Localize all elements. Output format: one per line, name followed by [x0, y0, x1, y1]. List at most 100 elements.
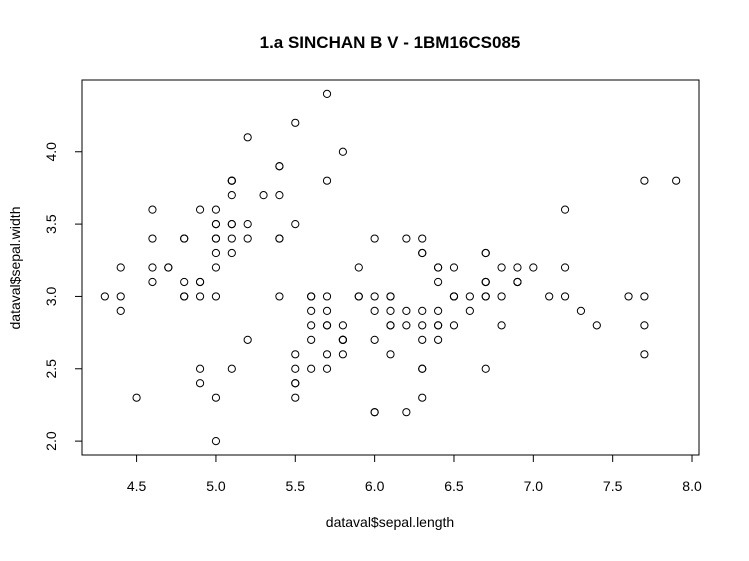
data-point	[640, 321, 649, 330]
data-point	[592, 321, 601, 330]
data-point	[211, 234, 221, 243]
data-point	[211, 219, 221, 229]
x-tick-label: 4.5	[127, 478, 147, 494]
data-point	[386, 292, 395, 301]
data-point	[497, 321, 506, 330]
data-point	[275, 191, 284, 200]
data-point	[307, 292, 316, 301]
data-point	[180, 292, 189, 301]
data-point	[291, 350, 300, 359]
data-point	[418, 393, 427, 402]
y-tick-label: 2.5	[43, 359, 59, 379]
data-point	[640, 176, 649, 185]
data-point	[560, 263, 570, 272]
data-point	[386, 321, 395, 330]
data-point	[465, 292, 474, 301]
data-point	[418, 335, 427, 344]
data-point	[227, 219, 236, 229]
x-tick-label: 8.0	[682, 478, 702, 494]
data-point	[418, 248, 427, 258]
data-point	[291, 219, 300, 229]
data-point	[418, 234, 427, 243]
x-axis: 4.5 5.0 5.5 6.0 6.5 7.0 7.5 8.0	[127, 454, 702, 494]
data-point	[148, 234, 157, 243]
data-point	[195, 277, 205, 287]
data-point	[529, 263, 538, 272]
data-point	[322, 89, 332, 98]
data-point	[275, 234, 284, 243]
data-point	[481, 248, 490, 258]
data-point	[640, 350, 649, 359]
data-point	[132, 393, 141, 402]
data-point	[354, 263, 363, 272]
data-point	[211, 292, 221, 301]
data-point	[449, 292, 459, 301]
data-point	[370, 408, 379, 417]
data-point	[164, 263, 173, 272]
data-point	[227, 176, 236, 185]
data-point	[576, 306, 586, 316]
data-point	[322, 321, 332, 330]
data-point	[259, 191, 268, 200]
data-point	[322, 364, 332, 373]
chart-title: 1.a SINCHAN B V - 1BM16CS085	[260, 33, 521, 52]
y-axis: 2.0 2.5 3.0 3.5 4.0	[43, 142, 83, 451]
data-point	[434, 321, 443, 330]
data-point	[307, 335, 316, 344]
data-point	[418, 306, 427, 316]
data-point	[672, 176, 681, 185]
x-tick-label: 5.5	[286, 478, 306, 494]
x-axis-label: dataval$sepal.length	[326, 514, 454, 530]
data-point	[227, 191, 236, 200]
data-point	[402, 234, 411, 243]
data-point	[560, 205, 570, 214]
data-point	[338, 147, 347, 156]
data-point	[307, 306, 316, 316]
data-point	[148, 277, 157, 287]
data-point	[322, 306, 332, 316]
data-point	[227, 234, 236, 243]
data-point	[116, 292, 125, 301]
data-point	[211, 248, 221, 258]
x-tick-label: 7.0	[524, 478, 544, 494]
data-point	[180, 234, 189, 243]
data-point	[100, 292, 109, 301]
data-point	[386, 306, 395, 316]
data-point	[449, 321, 459, 330]
data-point	[148, 205, 157, 214]
data-point	[418, 364, 427, 373]
data-point	[497, 292, 506, 301]
x-tick-label: 5.0	[206, 478, 226, 494]
x-tick-label: 6.5	[444, 478, 464, 494]
data-point	[513, 277, 522, 287]
data-point	[640, 292, 649, 301]
x-tick-label: 7.5	[603, 478, 623, 494]
data-point	[180, 277, 189, 287]
data-point	[275, 292, 284, 301]
data-point	[545, 292, 554, 301]
data-point	[370, 292, 379, 301]
data-point	[513, 263, 522, 272]
data-point	[211, 437, 221, 446]
data-point	[243, 133, 252, 142]
data-point	[370, 234, 379, 243]
y-tick-label: 3.0	[43, 286, 59, 306]
data-point	[211, 263, 221, 272]
data-point	[481, 292, 490, 301]
data-point	[338, 350, 347, 359]
data-point	[418, 321, 427, 330]
data-point	[481, 364, 490, 373]
data-point	[291, 364, 300, 373]
data-point	[354, 292, 363, 301]
data-point	[195, 292, 205, 301]
data-point	[402, 408, 411, 417]
y-tick-label: 4.0	[43, 142, 59, 162]
x-tick-label: 6.0	[365, 478, 385, 494]
data-point	[624, 292, 633, 301]
data-point	[291, 393, 300, 402]
y-tick-label: 3.5	[43, 214, 59, 234]
data-point	[307, 364, 316, 373]
data-point	[386, 350, 395, 359]
data-point	[195, 364, 205, 373]
data-point	[434, 277, 443, 287]
